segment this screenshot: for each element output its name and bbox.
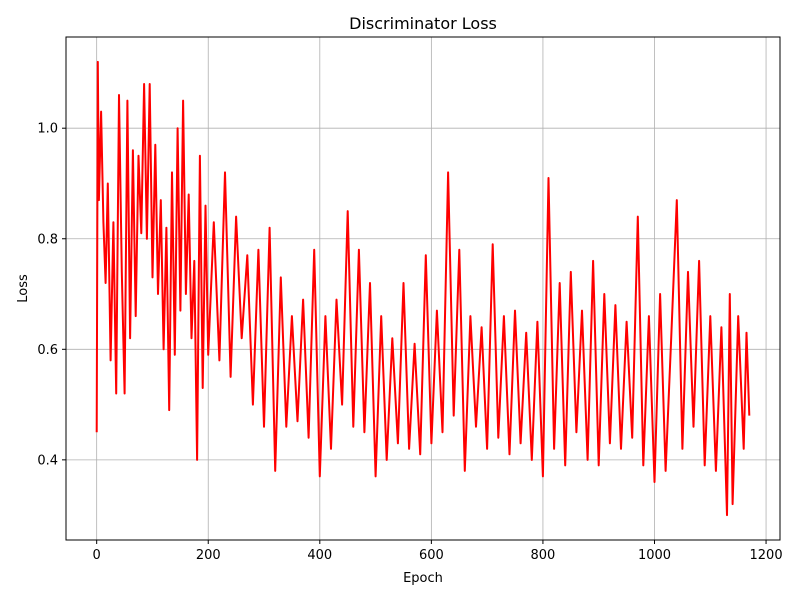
x-tick-label: 800: [531, 548, 556, 563]
x-tick-label: 600: [419, 548, 444, 563]
x-axis-label: Epoch: [403, 571, 443, 586]
y-tick-label: 1.0: [37, 122, 58, 137]
loss-series-line: [95, 60, 751, 517]
chart-title: Discriminator Loss: [349, 14, 497, 33]
y-tick-label: 0.8: [37, 232, 58, 247]
x-tick-label: 400: [307, 548, 332, 563]
x-tick-label: 0: [93, 548, 101, 563]
y-tick-label: 0.6: [37, 343, 58, 358]
x-tick-label: 200: [196, 548, 221, 563]
series-layer: [95, 60, 751, 517]
y-tick-label: 0.4: [37, 453, 58, 468]
axes-frame: [65, 36, 781, 541]
grid-lines: [66, 37, 780, 540]
ticks: 0 200 400 600 800 1000 1200 0.4 0.6 0.8 1.0: [37, 122, 782, 563]
y-axis-label: Loss: [16, 274, 31, 303]
x-tick-label: 1000: [638, 548, 671, 563]
x-tick-label: 1200: [750, 548, 783, 563]
